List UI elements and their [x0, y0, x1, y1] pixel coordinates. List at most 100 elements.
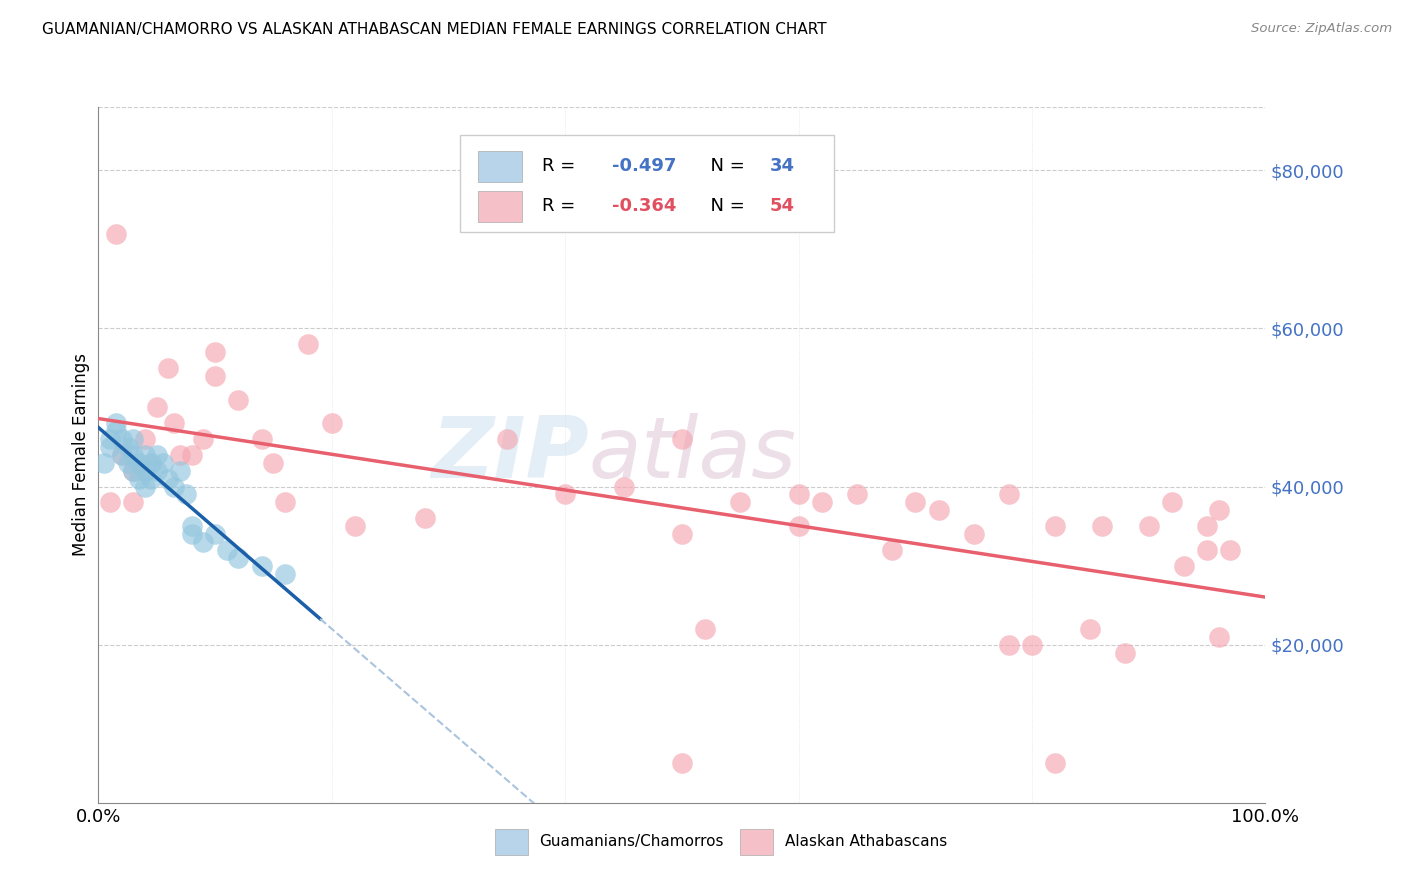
Point [1208, 630, 1230, 644]
Point [228, 392, 250, 407]
Point [111, 448, 134, 462]
Point [134, 464, 156, 478]
Text: 34: 34 [769, 157, 794, 175]
Text: ZIP: ZIP [430, 413, 589, 497]
Point [174, 487, 197, 501]
Point [274, 495, 297, 509]
Point [163, 479, 186, 493]
Point [104, 227, 127, 241]
Point [122, 464, 145, 478]
Point [1045, 756, 1067, 771]
Point [111, 432, 134, 446]
Point [215, 542, 238, 557]
Point [250, 558, 273, 573]
Text: R =: R = [541, 157, 581, 175]
Point [134, 448, 156, 462]
Text: Guamanians/Chamorros: Guamanians/Chamorros [540, 834, 724, 849]
Point [146, 464, 169, 478]
Text: 54: 54 [769, 197, 794, 215]
Point [1161, 495, 1184, 509]
Point [554, 487, 576, 501]
Point [1091, 519, 1114, 533]
Point [98, 495, 121, 509]
Point [117, 440, 139, 454]
Point [134, 479, 156, 493]
Point [928, 503, 950, 517]
Text: -0.497: -0.497 [612, 157, 676, 175]
Point [180, 448, 202, 462]
Point [157, 361, 180, 376]
Point [495, 432, 517, 446]
Text: Alaskan Athabascans: Alaskan Athabascans [785, 834, 946, 849]
Point [157, 472, 180, 486]
Point [134, 432, 156, 446]
Point [204, 368, 226, 383]
Point [671, 756, 693, 771]
Point [1114, 646, 1136, 660]
Text: -0.364: -0.364 [612, 197, 676, 215]
Point [1045, 519, 1067, 533]
Bar [741, 829, 773, 855]
Point [128, 472, 150, 486]
Point [180, 519, 202, 533]
Text: R =: R = [541, 197, 581, 215]
Point [117, 456, 139, 470]
Point [169, 464, 191, 478]
Text: N =: N = [699, 197, 751, 215]
Point [169, 448, 191, 462]
Point [1208, 503, 1230, 517]
Point [671, 432, 693, 446]
Point [193, 535, 215, 549]
Point [111, 448, 134, 462]
Point [904, 495, 927, 509]
Point [122, 432, 145, 446]
Point [845, 487, 868, 501]
Bar [495, 829, 527, 855]
Text: N =: N = [699, 157, 751, 175]
Point [997, 638, 1019, 652]
Point [139, 456, 162, 470]
Point [262, 456, 284, 470]
Point [1195, 542, 1218, 557]
Point [1137, 519, 1160, 533]
Point [321, 417, 343, 431]
Point [98, 440, 121, 454]
Point [344, 519, 367, 533]
Point [152, 456, 174, 470]
Point [163, 417, 186, 431]
Point [612, 479, 634, 493]
Point [962, 527, 984, 541]
Point [193, 432, 215, 446]
Text: atlas: atlas [589, 413, 797, 497]
Point [413, 511, 436, 525]
Point [671, 527, 693, 541]
Point [1080, 622, 1102, 636]
Point [122, 495, 145, 509]
Bar [478, 191, 522, 222]
Point [204, 345, 226, 359]
Point [122, 464, 145, 478]
Text: Source: ZipAtlas.com: Source: ZipAtlas.com [1251, 22, 1392, 36]
Point [180, 527, 202, 541]
Point [104, 417, 127, 431]
Point [880, 542, 903, 557]
Point [128, 456, 150, 470]
Point [250, 432, 273, 446]
Point [1195, 519, 1218, 533]
Point [146, 401, 169, 415]
Point [811, 495, 834, 509]
Point [104, 424, 127, 438]
Point [274, 566, 297, 581]
Point [1173, 558, 1195, 573]
FancyBboxPatch shape [460, 135, 834, 232]
Point [1021, 638, 1043, 652]
Point [93, 456, 115, 470]
Point [204, 527, 226, 541]
Point [139, 472, 162, 486]
Point [228, 550, 250, 565]
Point [695, 622, 717, 636]
Point [997, 487, 1019, 501]
Text: GUAMANIAN/CHAMORRO VS ALASKAN ATHABASCAN MEDIAN FEMALE EARNINGS CORRELATION CHAR: GUAMANIAN/CHAMORRO VS ALASKAN ATHABASCAN… [42, 22, 827, 37]
Point [297, 337, 319, 351]
Bar [478, 151, 522, 182]
